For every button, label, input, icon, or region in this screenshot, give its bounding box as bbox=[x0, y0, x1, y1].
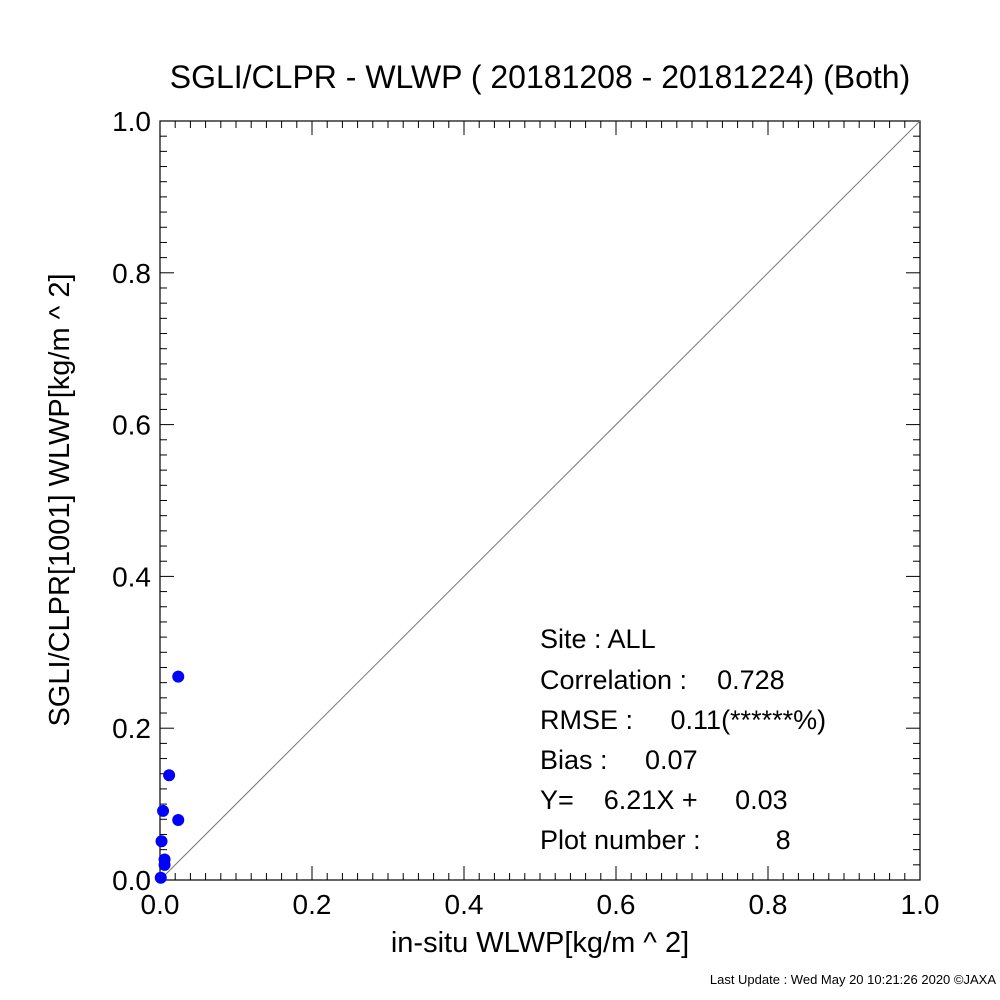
y-tick-label: 1.0 bbox=[112, 106, 151, 137]
tick-labels: 0.0 0.2 0.4 0.6 0.8 1.0 0.0 0.2 0.4 0.6 0.8 1.0 bbox=[112, 106, 939, 920]
x-tick-label: 0.0 bbox=[141, 889, 180, 920]
y-tick-label: 0.0 bbox=[112, 865, 151, 896]
stats-box: Site : ALL Correlation : 0.728 RMSE : 0.… bbox=[540, 624, 826, 855]
stat-bias: Bias : 0.07 bbox=[540, 745, 698, 775]
y-axis-label: SGLI/CLPR[1001] WLWP[kg/m ^ 2] bbox=[44, 273, 76, 726]
chart-title: SGLI/CLPR - WLWP ( 20181208 - 20181224) … bbox=[170, 59, 911, 95]
stat-site: Site : ALL bbox=[540, 624, 656, 654]
stat-plot-number: Plot number : 8 bbox=[540, 825, 791, 855]
y-tick-label: 0.6 bbox=[112, 410, 151, 441]
data-points bbox=[154, 670, 185, 884]
stat-rmse: RMSE : 0.11(******%) bbox=[540, 705, 826, 735]
y-tick-label: 0.4 bbox=[112, 561, 151, 592]
x-tick-label: 0.4 bbox=[445, 889, 484, 920]
stat-correlation: Correlation : 0.728 bbox=[540, 665, 785, 695]
data-point bbox=[172, 670, 185, 683]
x-tick-label: 1.0 bbox=[901, 889, 940, 920]
one-to-one-line bbox=[159, 120, 921, 881]
data-point bbox=[155, 835, 168, 848]
data-point bbox=[157, 804, 170, 817]
axis-ticks bbox=[159, 120, 921, 881]
x-tick-label: 0.6 bbox=[597, 889, 636, 920]
data-point bbox=[158, 858, 171, 871]
data-point bbox=[163, 769, 176, 782]
y-tick-label: 0.2 bbox=[112, 713, 151, 744]
data-point bbox=[172, 814, 185, 827]
x-tick-label: 0.2 bbox=[293, 889, 332, 920]
last-update-footer: Last Update : Wed May 20 10:21:26 2020 ©… bbox=[710, 972, 996, 987]
stat-regression: Y= 6.21X + 0.03 bbox=[540, 785, 788, 815]
data-point bbox=[154, 871, 167, 884]
x-tick-label: 0.8 bbox=[749, 889, 788, 920]
y-tick-label: 0.8 bbox=[112, 258, 151, 289]
x-axis-label: in-situ WLWP[kg/m ^ 2] bbox=[391, 927, 689, 959]
